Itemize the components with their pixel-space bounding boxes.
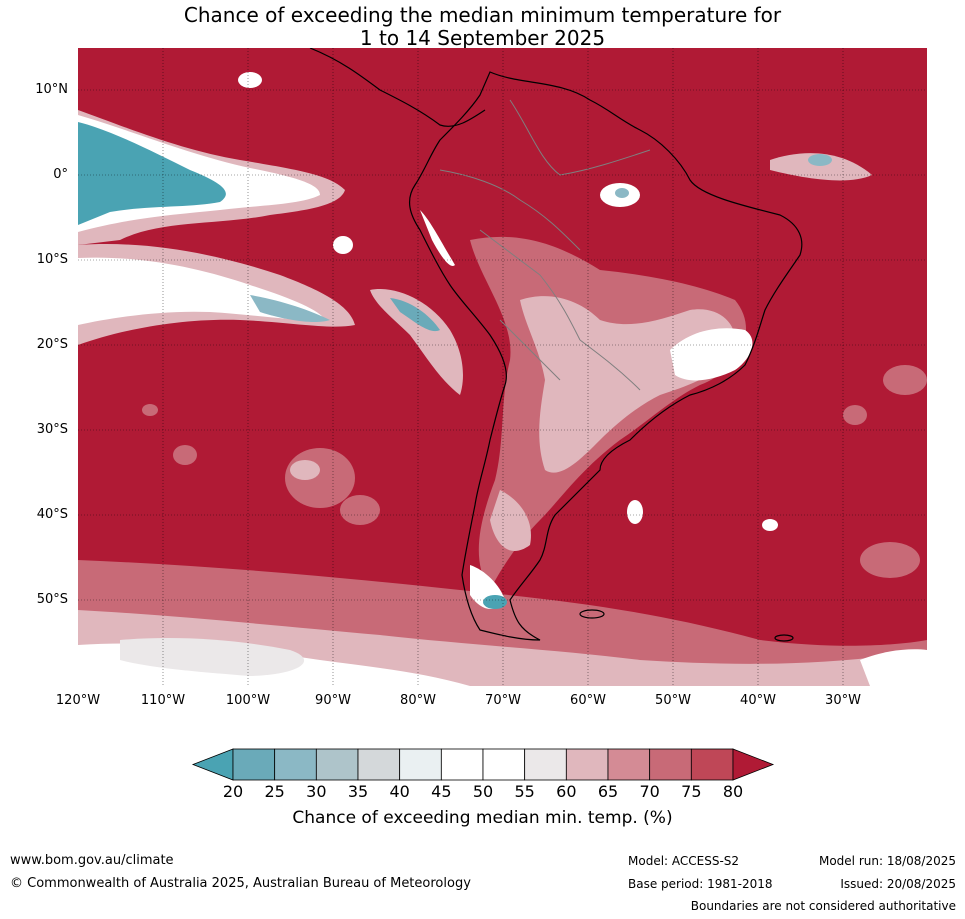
pacific-blue-patch — [250, 295, 330, 323]
lat-label-10s: 10°S — [36, 252, 68, 267]
lon-label-90w: 90°W — [315, 693, 351, 708]
footer-website[interactable]: www.bom.gov.au/climate — [10, 853, 174, 868]
brazil-southeast-white — [670, 328, 753, 381]
patch-e — [333, 236, 353, 254]
map-area — [78, 48, 927, 686]
atlantic-patch-3 — [762, 519, 778, 531]
gridlines — [78, 48, 927, 686]
colorbar-segment — [690, 748, 734, 781]
footer-issued: Issued: 20/08/2025 — [840, 877, 956, 891]
pacific-streak-2 — [370, 289, 463, 395]
patch-b — [290, 460, 320, 480]
lat-label-0: 0° — [53, 167, 68, 182]
colorbar-segment — [399, 748, 442, 781]
colorbar-segment — [274, 748, 317, 781]
colorbar-tick-label: 70 — [639, 782, 660, 801]
patch-d — [238, 72, 262, 88]
colorbar-tick-label: 40 — [389, 782, 410, 801]
colorbar-extend-low — [191, 748, 234, 781]
atlantic-blue-spot — [808, 154, 832, 166]
colorbar-segment — [649, 748, 692, 781]
colorbar-segment — [524, 748, 567, 781]
colorbar-tick-label: 60 — [556, 782, 577, 801]
colorbar-segment — [357, 748, 401, 781]
southern-band-white-east — [860, 649, 927, 686]
lat-label-20s: 20°S — [36, 337, 68, 352]
title-line-1: Chance of exceeding the median minimum t… — [183, 3, 782, 27]
colorbar-extend-high — [732, 748, 775, 781]
lat-label-30s: 30°S — [36, 422, 68, 437]
footer-model-run: Model run: 18/08/2025 — [818, 854, 956, 868]
colorbar-tick-label: 65 — [597, 782, 619, 801]
lon-label-60w: 60°W — [570, 693, 606, 708]
lon-label-50w: 50°W — [655, 693, 691, 708]
atlantic-patch-5 — [627, 500, 643, 524]
lon-label-100w: 100°W — [225, 693, 271, 708]
lon-label-30w: 30°W — [825, 693, 861, 708]
patch-a — [285, 448, 355, 508]
colorbar-tick-label: 20 — [222, 782, 244, 801]
patch-f — [142, 404, 158, 416]
lat-label-50s: 50°S — [36, 592, 68, 607]
colorbar-tick-label: 80 — [722, 782, 744, 801]
colorbar-segment — [482, 748, 526, 781]
colorbar-tick-label: 45 — [431, 782, 452, 801]
atlantic-patch-4 — [860, 542, 920, 578]
south-america-interior-light — [520, 296, 736, 473]
pacific-streak-2-blue — [390, 298, 440, 332]
andes-white-streak — [420, 210, 455, 266]
footer-disclaimer: Boundaries are not considered authoritat… — [690, 899, 956, 913]
lon-label-70w: 70°W — [485, 693, 521, 708]
patagonia-light — [490, 490, 531, 551]
lon-label-110w: 110°W — [140, 693, 186, 708]
colorbar-tick-label: 50 — [472, 782, 494, 801]
lon-label-40w: 40°W — [740, 693, 776, 708]
colorbar-tick-label: 25 — [264, 782, 285, 801]
falkland-islands — [579, 609, 605, 619]
patch-c — [340, 495, 380, 525]
equatorial-blue-anomaly — [78, 122, 226, 225]
atlantic-patch-2 — [843, 405, 867, 425]
lat-label-10n: 10°N — [35, 82, 68, 97]
south-georgia — [774, 634, 794, 642]
southern-band-grey — [120, 638, 305, 676]
atlantic-equatorial-streak — [770, 153, 872, 181]
amazon-blue — [615, 188, 629, 198]
atlantic-patch-1 — [883, 365, 927, 395]
lon-label-80w: 80°W — [400, 693, 436, 708]
colorbar-segment — [315, 748, 359, 781]
chart-title: Chance of exceeding the median minimum t… — [0, 4, 965, 50]
colorbar-label: Chance of exceeding median min. temp. (%… — [292, 808, 673, 828]
footer-model: Model: ACCESS-S2 — [628, 854, 740, 868]
footer-base-period: Base period: 1981-2018 — [628, 877, 773, 891]
country-borders — [439, 99, 651, 391]
title-line-2: 1 to 14 September 2025 — [359, 26, 606, 50]
colorbar-tick-label: 75 — [681, 782, 702, 801]
colorbar-tick-label: 30 — [306, 782, 327, 801]
central-america-coastline — [309, 48, 486, 127]
colorbar-tick-label: 55 — [514, 782, 535, 801]
colorbar-tick-label: 35 — [347, 782, 369, 801]
patagonia-blue — [483, 595, 507, 609]
colorbar-segment — [440, 748, 484, 781]
lon-label-120w: 120°W — [55, 693, 101, 708]
patch-g — [173, 445, 197, 465]
colorbar-segment — [232, 748, 276, 781]
footer-copyright: © Commonwealth of Australia 2025, Austra… — [10, 876, 471, 891]
colorbar-segment — [607, 748, 651, 781]
colorbar — [191, 748, 775, 781]
lat-label-40s: 40°S — [36, 507, 68, 522]
colorbar-segment — [565, 748, 609, 781]
south-america-coastline — [408, 71, 803, 641]
